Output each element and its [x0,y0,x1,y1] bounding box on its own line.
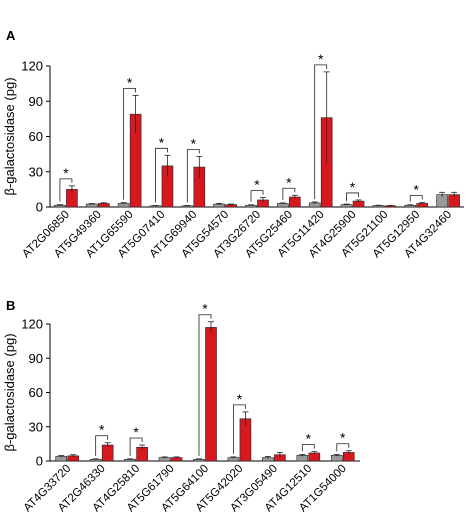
significance-bracket [250,190,264,202]
significance-bracket [336,443,350,452]
significance-star: * [340,430,346,446]
significance-bracket [129,437,143,456]
significance-bracket [409,195,423,202]
y-tick-label: 60 [29,129,43,144]
panel-label: B [6,298,15,313]
significance-bracket [346,192,359,202]
significance-star: * [127,74,133,90]
y-tick-label: 0 [36,454,43,469]
significance-star: * [286,174,292,190]
y-axis-label: β-galactosidase (pg) [2,77,17,195]
significance-bracket [186,149,200,203]
significance-bracket [95,435,109,456]
significance-bracket [59,178,73,202]
y-tick-label: 120 [21,59,43,74]
bar-treatment [101,444,114,462]
y-tick-label: 30 [29,164,43,179]
significance-star: * [202,301,208,317]
y-tick-label: 30 [29,419,43,434]
significance-star: * [99,422,105,438]
y-axis-label: β-galactosidase (pg) [2,333,17,451]
significance-bracket [123,87,137,200]
y-tick-label: 90 [29,351,43,366]
significance-star: * [414,182,420,198]
significance-bracket [233,404,246,454]
panel-label: A [6,28,16,43]
significance-bracket [301,444,315,452]
significance-star: * [159,134,165,150]
significance-star: * [63,165,69,181]
significance-star: * [254,177,260,193]
significance-star: * [133,424,139,440]
significance-star: * [350,179,356,195]
significance-bracket [198,314,212,456]
bar-treatment [205,327,217,462]
y-tick-label: 90 [29,94,43,109]
significance-bracket [282,187,296,200]
significance-star: * [306,431,312,447]
significance-star: * [318,51,324,67]
y-tick-label: 120 [21,317,43,332]
significance-bracket [155,147,168,203]
y-tick-label: 0 [36,200,43,215]
significance-bracket [314,64,328,199]
significance-star: * [237,391,243,407]
y-tick-label: 60 [29,385,43,400]
significance-star: * [191,135,197,151]
